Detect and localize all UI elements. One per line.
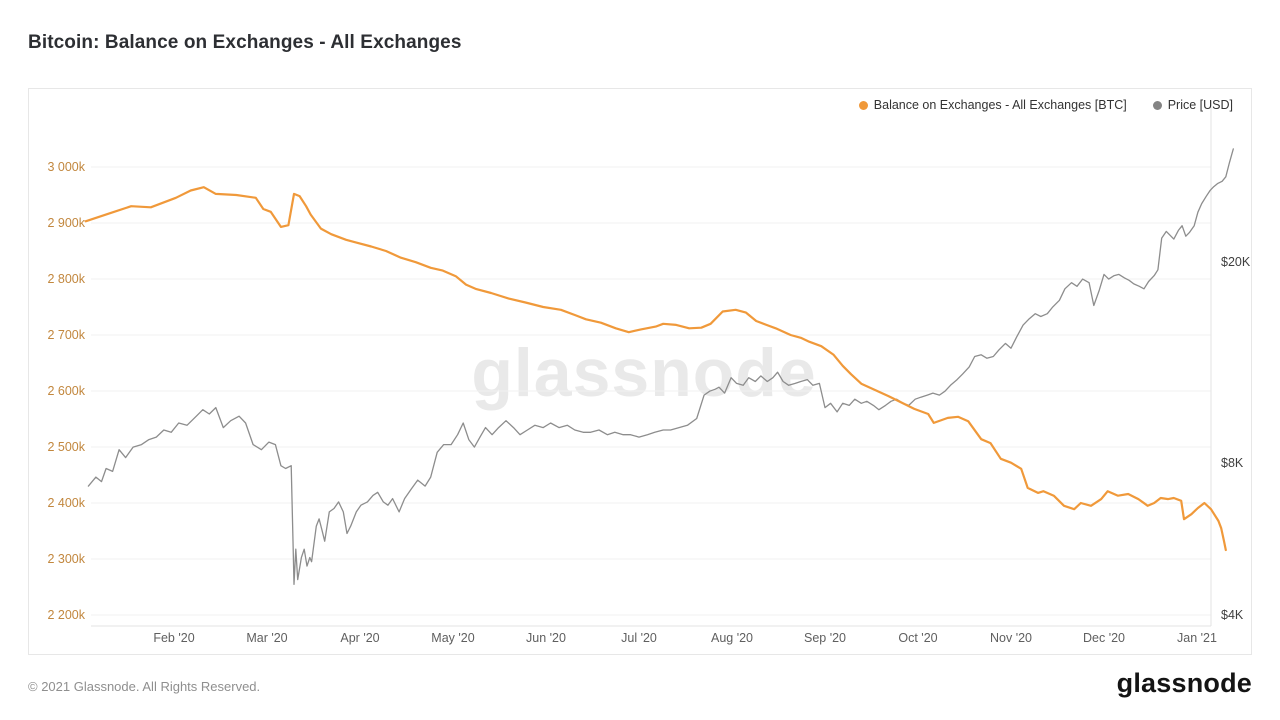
y-tick-label-left: 2 600k (47, 384, 85, 398)
legend-dot-price-icon (1152, 100, 1162, 110)
y-tick-label-left: 2 900k (47, 216, 85, 230)
chart-legend: Balance on Exchanges - All Exchanges [BT… (858, 98, 1233, 112)
chart-svg: 2 200k 2 300k 2 400k 2 500k 2 600k 2 700k 2 80… (47, 101, 1251, 645)
glassnode-watermark: glassnode (471, 335, 817, 411)
y-tick-label-left: 2 300k (47, 552, 85, 566)
x-tick-label: Oct '20 (898, 631, 937, 645)
legend-label-balance: Balance on Exchanges - All Exchanges [BT… (873, 98, 1127, 112)
x-tick-label: May '20 (431, 631, 474, 645)
x-tick-label: Dec '20 (1083, 631, 1125, 645)
y-tick-label-left: 2 700k (47, 328, 85, 342)
x-tick-label: Jul '20 (621, 631, 657, 645)
x-tick-label: Aug '20 (711, 631, 753, 645)
legend-dot-balance-icon (858, 100, 868, 110)
chart-card: glassnode 2 200k 2 300k 2 400k 2 500k 2 600k… (28, 88, 1252, 655)
x-tick-label: Feb '20 (153, 631, 194, 645)
y-tick-label-left: 2 400k (47, 496, 85, 510)
footer-copyright: © 2021 Glassnode. All Rights Reserved. (28, 679, 261, 694)
x-tick-label: Apr '20 (340, 631, 379, 645)
legend-item-price[interactable]: Price [USD] (1152, 98, 1233, 112)
page-title: Bitcoin: Balance on Exchanges - All Exch… (28, 32, 462, 53)
x-tick-label: Sep '20 (804, 631, 846, 645)
legend-label-price: Price [USD] (1167, 98, 1233, 112)
y-tick-label-left: 2 800k (47, 272, 85, 286)
x-tick-label: Jan '21 (1177, 631, 1217, 645)
y-tick-label-left: 2 500k (47, 440, 85, 454)
legend-item-balance[interactable]: Balance on Exchanges - All Exchanges [BT… (858, 98, 1127, 112)
y-tick-label-left: 2 200k (47, 608, 85, 622)
balance-series-line (84, 186, 1227, 552)
x-tick-label: Mar '20 (246, 631, 287, 645)
y-tick-label-left: 3 000k (47, 160, 85, 174)
y-tick-label-right: $20K (1221, 255, 1251, 269)
y-tick-label-right: $4K (1221, 608, 1244, 622)
glassnode-logo: glassnode (1116, 668, 1252, 698)
x-tick-label: Jun '20 (526, 631, 566, 645)
x-tick-label: Nov '20 (990, 631, 1032, 645)
price-series-line (87, 148, 1234, 585)
y-tick-label-right: $8K (1221, 456, 1244, 470)
